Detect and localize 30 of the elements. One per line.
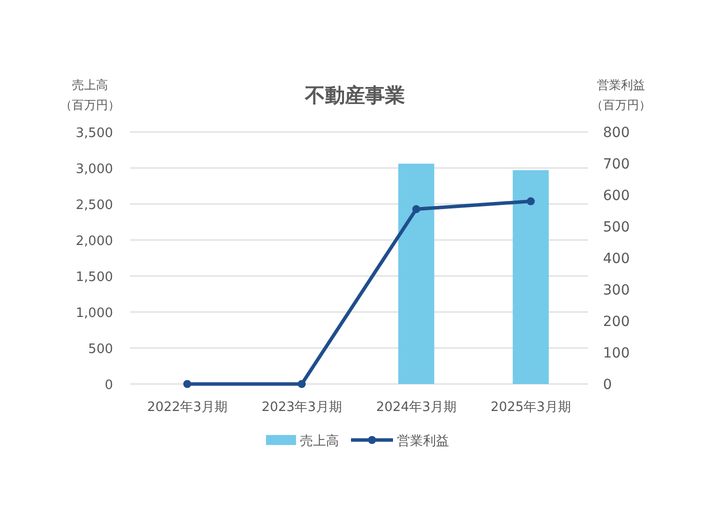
y2-tick-label: 200 [603, 314, 630, 330]
y-tick-label: 2,500 [76, 198, 113, 213]
y-tick-label: 3,000 [76, 162, 113, 177]
y-tick-label: 1,500 [76, 270, 113, 285]
x-tick-label: 2025年3月期 [490, 400, 571, 415]
point [412, 205, 420, 214]
y2-tick-label: 500 [603, 220, 630, 236]
y2-tick-label: 100 [603, 346, 630, 362]
point [298, 380, 306, 388]
y-tick-label: 0 [104, 378, 113, 393]
legend-label: 営業利益 [397, 434, 449, 449]
y2-axis-title: 営業利益（百万円） [591, 78, 651, 112]
y-tick-label: 3,500 [76, 126, 113, 141]
y-tick-label: 500 [88, 342, 113, 357]
y2-tick-label: 600 [603, 188, 630, 204]
y2-tick-label: 0 [603, 377, 612, 393]
y-tick-label: 2,000 [76, 234, 113, 249]
legend-label: 売上高 [300, 433, 339, 449]
chart-title: 不動産事業 [304, 83, 405, 107]
point [183, 380, 192, 388]
y2-tick-label: 300 [603, 282, 630, 298]
x-tick-label: 2022年3月期 [147, 400, 228, 415]
y2-tick-label: 800 [603, 125, 630, 141]
y-axis-title: 売上高（百万円） [60, 78, 120, 112]
x-tick-label: 2024年3月期 [376, 400, 456, 415]
point [526, 197, 535, 206]
y-tick-label: 1,000 [76, 306, 113, 321]
y2-tick-label: 700 [603, 156, 630, 172]
y2-tick-label: 400 [603, 251, 630, 267]
x-tick-label: 2023年3月期 [262, 400, 342, 415]
